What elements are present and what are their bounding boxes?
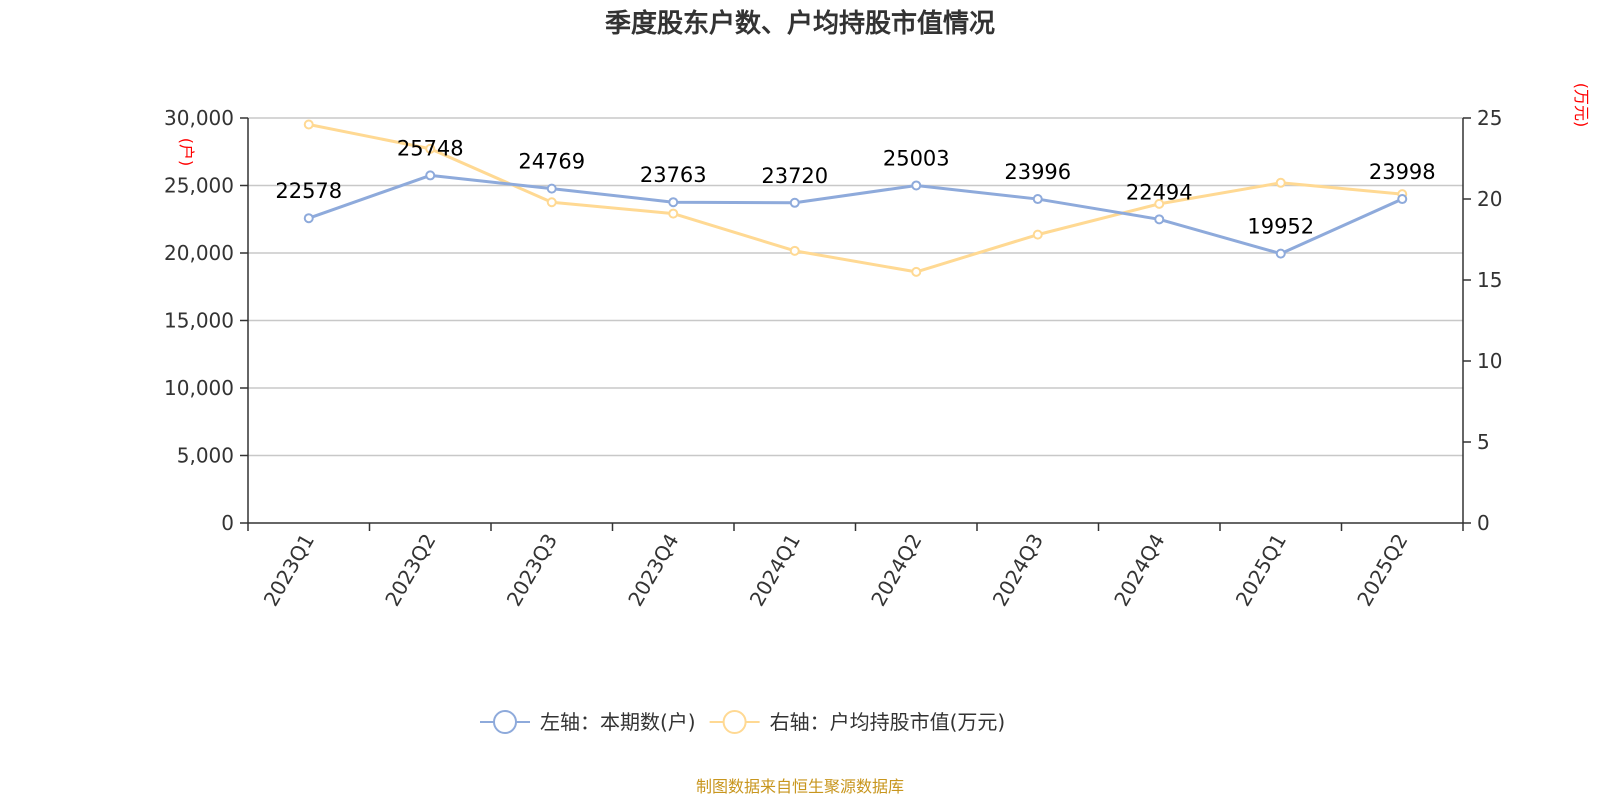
data-point[interactable] xyxy=(1397,194,1408,205)
data-label: 22578 xyxy=(275,179,342,203)
data-point[interactable] xyxy=(1154,214,1165,225)
x-tick-label: 2024Q2 xyxy=(866,530,926,611)
x-tick-label: 2023Q2 xyxy=(380,530,440,611)
legend-item[interactable]: 左轴：本期数(户) xyxy=(480,710,696,734)
x-tick-label: 2024Q3 xyxy=(988,530,1048,611)
data-point[interactable] xyxy=(1154,198,1165,209)
left-tick-label: 15,000 xyxy=(164,309,234,333)
data-point[interactable] xyxy=(425,170,436,181)
data-point[interactable] xyxy=(1275,248,1286,259)
left-tick-label: 5,000 xyxy=(177,444,234,468)
data-point[interactable] xyxy=(911,266,922,277)
grid-lines xyxy=(248,117,1463,457)
data-point[interactable] xyxy=(1032,194,1043,205)
data-point[interactable] xyxy=(303,119,314,130)
right-tick-label: 20 xyxy=(1477,187,1502,211)
legend-label: 右轴：户均持股市值(万元) xyxy=(770,710,1006,734)
source-note: 制图数据来自恒生聚源数据库 xyxy=(696,777,904,796)
data-label: 25003 xyxy=(883,146,950,170)
data-label: 19952 xyxy=(1247,215,1314,239)
data-point[interactable] xyxy=(425,143,436,154)
data-label: 23720 xyxy=(761,164,828,188)
data-label: 22494 xyxy=(1126,180,1193,204)
x-tick-label: 2025Q2 xyxy=(1352,530,1412,611)
data-labels: 22578 25748 24769 23763 23720 25003 23996 22494… xyxy=(275,136,1435,238)
right-tick-label: 25 xyxy=(1477,106,1502,130)
right-tick-label: 0 xyxy=(1477,511,1490,535)
right-tick-label: 5 xyxy=(1477,430,1490,454)
data-label: 24769 xyxy=(518,150,585,174)
x-tick-label: 2023Q1 xyxy=(259,530,319,611)
data-point[interactable] xyxy=(546,183,557,194)
data-label: 23763 xyxy=(640,163,707,187)
data-point[interactable] xyxy=(1032,229,1043,240)
left-tick-label: 10,000 xyxy=(164,376,234,400)
x-tick-label: 2024Q1 xyxy=(745,530,805,611)
data-label: 23998 xyxy=(1369,160,1436,184)
right-tick-label: 10 xyxy=(1477,349,1502,373)
right-tick-label: 15 xyxy=(1477,268,1502,292)
left-tick-label: 0 xyxy=(221,511,234,535)
x-tick-label: 2025Q1 xyxy=(1231,530,1291,611)
data-point[interactable] xyxy=(303,213,314,224)
chart-title: 季度股东户数、户均持股市值情况 xyxy=(605,8,995,39)
left-tick-label: 25,000 xyxy=(164,174,234,198)
left-tick-label: 20,000 xyxy=(164,241,234,265)
legend-marker xyxy=(493,710,517,734)
right-axis-unit: (万元) xyxy=(1572,83,1591,128)
legend-label: 左轴：本期数(户) xyxy=(540,710,696,734)
data-point[interactable] xyxy=(789,245,800,256)
legend[interactable]: 左轴：本期数(户) 右轴：户均持股市值(万元) xyxy=(480,710,1005,734)
left-axis-unit: (户) xyxy=(177,138,196,167)
left-tick-label: 30,000 xyxy=(164,106,234,130)
series-group xyxy=(303,119,1408,277)
data-point[interactable] xyxy=(789,197,800,208)
data-label: 23996 xyxy=(1004,160,1071,184)
data-point[interactable] xyxy=(668,208,679,219)
data-point[interactable] xyxy=(668,197,679,208)
data-label: 25748 xyxy=(397,136,464,160)
data-point[interactable] xyxy=(911,180,922,191)
axes: 0 5,000 10,000 15,000 20,000 25,000 30,000 0 5 10… xyxy=(164,106,1502,610)
series-line xyxy=(308,123,1403,274)
legend-item[interactable]: 右轴：户均持股市值(万元) xyxy=(709,710,1006,734)
x-tick-label: 2024Q4 xyxy=(1109,530,1169,611)
x-tick-label: 2023Q3 xyxy=(502,530,562,611)
series-line xyxy=(308,173,1403,256)
data-point[interactable] xyxy=(546,197,557,208)
x-tick-label: 2023Q4 xyxy=(623,530,683,611)
legend-marker xyxy=(722,710,747,734)
data-point[interactable] xyxy=(1275,177,1286,188)
